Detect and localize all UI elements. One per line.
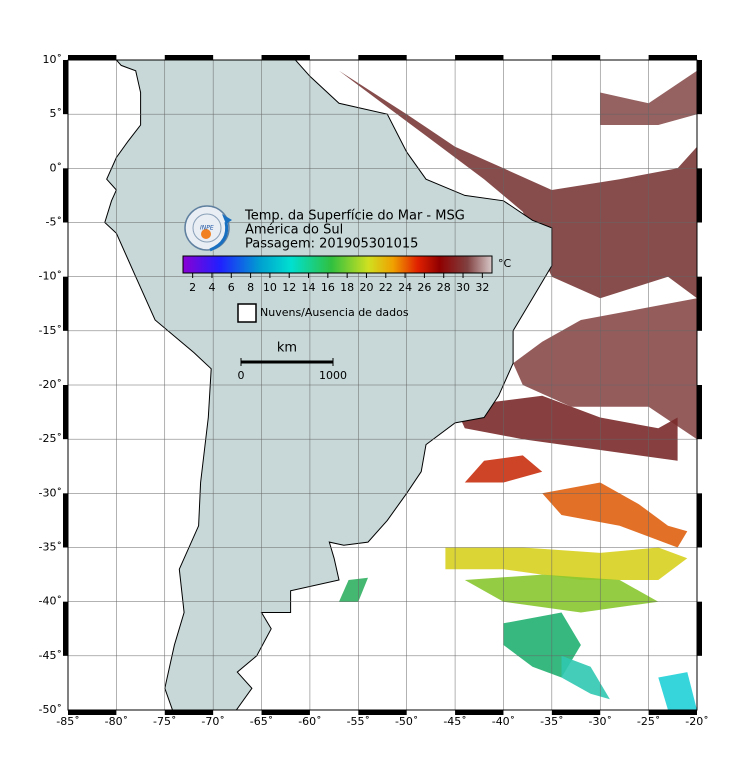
sst-patch xyxy=(658,672,697,710)
colorbar-tick-label: 22 xyxy=(379,281,393,294)
lon-tick-label: -65˚ xyxy=(250,715,273,728)
frame-bar xyxy=(63,60,68,115)
sst-patch xyxy=(455,395,678,461)
colorbar-tick-label: 28 xyxy=(437,281,451,294)
lat-tick-label: -40˚ xyxy=(39,595,62,608)
title-line: América do Sul xyxy=(245,223,343,238)
colorbar xyxy=(182,255,493,274)
legend-swatch xyxy=(237,303,257,323)
sst-patch xyxy=(600,70,697,125)
frame-bar xyxy=(261,55,310,60)
lon-tick-label: -70˚ xyxy=(201,715,224,728)
lon-tick-label: -35˚ xyxy=(540,715,563,728)
lat-tick-label: -5˚ xyxy=(46,216,62,229)
lon-tick-label: -30˚ xyxy=(588,715,611,728)
lon-tick-label: -45˚ xyxy=(443,715,466,728)
colorbar-tick-label: 10 xyxy=(263,281,277,294)
colorbar-tick-label: 14 xyxy=(302,281,316,294)
colorbar-tick-label: 2 xyxy=(189,281,196,294)
colorbar-tick-label: 30 xyxy=(456,281,470,294)
lat-tick-label: -35˚ xyxy=(39,541,62,554)
frame-bar xyxy=(551,710,601,715)
colorbar-tick-label: 16 xyxy=(321,281,335,294)
frame-bar xyxy=(455,710,504,715)
frame-bar xyxy=(697,385,702,440)
lon-tick-label: -40˚ xyxy=(492,715,515,728)
frame-bar xyxy=(697,60,702,115)
scale-end: 1000 xyxy=(319,369,347,382)
frame-bar xyxy=(63,493,68,548)
overlay: INPE Temp. da Superfície do Mar - MSG Am… xyxy=(39,53,709,728)
lon-tick-label: -20˚ xyxy=(685,715,708,728)
frame-bar xyxy=(63,601,68,656)
colorbar-tick-label: 8 xyxy=(247,281,254,294)
frame-bar xyxy=(697,168,702,223)
lat-tick-label: -25˚ xyxy=(39,432,62,445)
lat-tick-label: 10˚ xyxy=(43,53,63,66)
logo: INPE xyxy=(184,205,232,252)
lat-tick-label: -15˚ xyxy=(39,324,62,337)
lon-tick-label: -80˚ xyxy=(105,715,128,728)
lat-tick-label: -10˚ xyxy=(39,270,62,283)
colorbar-tick-label: 24 xyxy=(398,281,412,294)
sst-patch xyxy=(513,298,697,440)
scale-unit: km xyxy=(277,341,297,356)
frame-bar xyxy=(63,168,68,223)
lat-tick-label: 5˚ xyxy=(50,107,63,120)
frame-bar xyxy=(63,276,68,331)
frame-bar xyxy=(63,385,68,440)
sst-patch xyxy=(464,574,659,613)
frame-bar xyxy=(358,55,407,60)
lon-tick-label: -60˚ xyxy=(298,715,321,728)
colorbar-unit: °C xyxy=(498,257,512,270)
sst-patch xyxy=(339,577,368,602)
frame-bar xyxy=(455,55,504,60)
lon-tick-label: -55˚ xyxy=(347,715,370,728)
frame-bar xyxy=(697,276,702,331)
lon-tick-label: -85˚ xyxy=(56,715,79,728)
lon-tick-label: -25˚ xyxy=(637,715,660,728)
logo-text: INPE xyxy=(200,225,214,232)
lat-tick-label: -30˚ xyxy=(39,486,62,499)
frame-bar xyxy=(697,601,702,656)
colorbar-tick-label: 20 xyxy=(359,281,373,294)
title-line: Passagem: 201905301015 xyxy=(245,237,418,252)
frame-bar xyxy=(68,55,117,60)
lon-tick-label: -50˚ xyxy=(395,715,418,728)
lat-tick-label: -20˚ xyxy=(39,378,62,391)
frame-bar xyxy=(551,55,601,60)
frame-bar xyxy=(164,710,214,715)
sst-patch xyxy=(561,655,610,700)
legend-label: Nuvens/Ausencia de dados xyxy=(260,306,409,319)
colorbar-tick-label: 4 xyxy=(208,281,215,294)
frame-bar xyxy=(164,55,214,60)
colorbar-tick-label: 6 xyxy=(228,281,235,294)
colorbar-tick-label: 18 xyxy=(340,281,354,294)
title-line: Temp. da Superfície do Mar - MSG xyxy=(244,209,465,224)
lat-tick-label: 0˚ xyxy=(50,161,63,174)
frame-bar xyxy=(648,710,697,715)
lat-tick-label: -45˚ xyxy=(39,649,62,662)
lat-tick-label: -50˚ xyxy=(39,703,62,716)
frame-bar xyxy=(648,55,697,60)
frame-bar xyxy=(358,710,407,715)
sst-patch xyxy=(445,547,688,580)
colorbar-tick-label: 12 xyxy=(282,281,296,294)
frame-bar xyxy=(697,493,702,548)
sst-patch xyxy=(542,482,688,548)
scale-start: 0 xyxy=(238,369,245,382)
sst-patch xyxy=(339,70,697,299)
map-content xyxy=(68,60,697,710)
lon-tick-label: -75˚ xyxy=(153,715,176,728)
colorbar-tick-label: 26 xyxy=(417,281,431,294)
frame-bar xyxy=(261,710,310,715)
frame-bar xyxy=(68,710,117,715)
colorbar-tick-label: 32 xyxy=(475,281,489,294)
